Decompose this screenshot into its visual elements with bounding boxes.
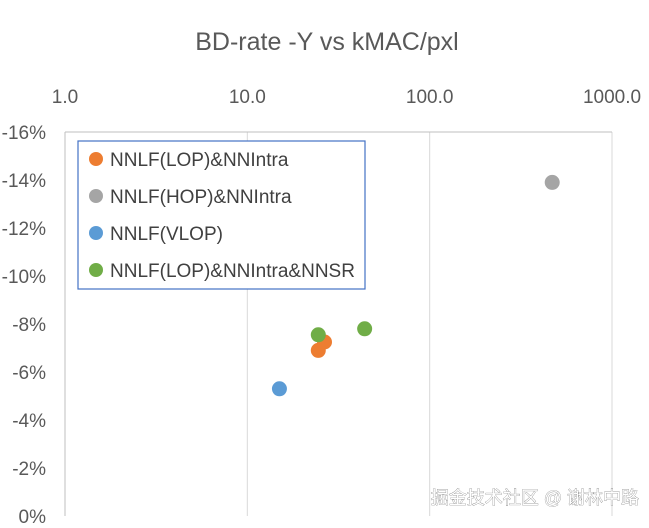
y-tick-label: -8% <box>12 315 46 336</box>
y-tick-label: -6% <box>12 363 46 384</box>
y-tick-label: -2% <box>12 459 46 480</box>
y-tick-labels: 0% -2% -4% -6% -8% -10% -12% -14% -16% <box>2 123 46 528</box>
watermark: 掘金技术社区 @ 谢林中路 <box>431 488 639 508</box>
data-point <box>310 327 326 343</box>
x-tick-label: 10.0 <box>229 87 266 108</box>
legend-label: NNLF(LOP)&NNIntra <box>110 150 289 171</box>
x-tick-labels: 1.0 10.0 100.0 1000.0 <box>52 87 641 108</box>
legend-marker <box>89 152 103 166</box>
legend: NNLF(LOP)&NNIntra NNLF(HOP)&NNIntra NNLF(V… <box>77 140 366 290</box>
y-tick-label: -14% <box>2 171 46 192</box>
data-point <box>271 381 287 397</box>
y-tick-label: -4% <box>12 411 46 432</box>
y-tick-label: -10% <box>2 267 46 288</box>
chart-title: BD-rate -Y vs kMAC/pxl <box>195 28 458 56</box>
legend-marker <box>89 226 103 240</box>
legend-label: NNLF(HOP)&NNIntra <box>110 187 292 208</box>
y-tick-label: 0% <box>19 507 47 528</box>
x-tick-label: 100.0 <box>406 87 454 108</box>
data-point <box>357 321 373 337</box>
y-tick-label: -12% <box>2 219 46 240</box>
legend-marker <box>89 189 103 203</box>
legend-box <box>77 140 366 290</box>
data-points <box>271 174 560 397</box>
data-point <box>544 174 560 190</box>
legend-marker <box>89 263 103 277</box>
legend-label: NNLF(LOP)&NNIntra&NNSR <box>110 261 355 282</box>
x-tick-label: 1.0 <box>52 87 78 108</box>
y-tick-label: -16% <box>2 123 46 144</box>
x-tick-label: 1000.0 <box>583 87 641 108</box>
legend-label: NNLF(VLOP) <box>110 224 223 245</box>
